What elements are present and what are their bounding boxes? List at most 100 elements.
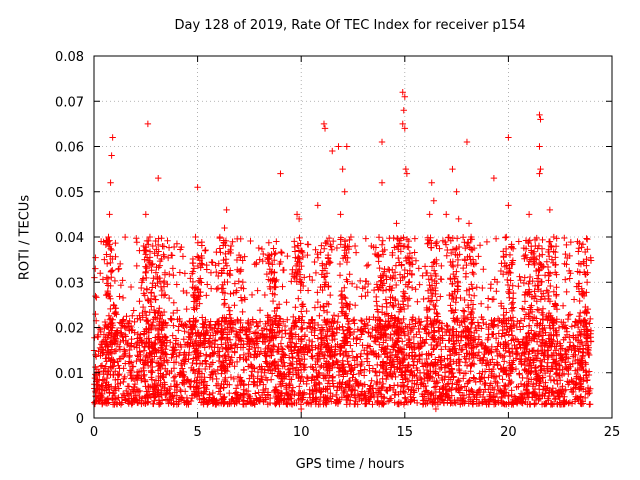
data-point [312, 246, 319, 253]
data-point [574, 283, 582, 290]
data-point [343, 143, 350, 150]
data-point [379, 362, 386, 369]
chart-title: Day 128 of 2019, Rate Of TEC Index for r… [174, 18, 526, 33]
data-point [162, 291, 169, 298]
data-point [181, 388, 189, 395]
data-point [512, 345, 520, 353]
data-point [452, 299, 459, 306]
data-point [469, 269, 476, 276]
data-point [298, 308, 305, 315]
data-point [279, 318, 287, 325]
data-point [544, 359, 551, 366]
data-point [410, 358, 418, 365]
data-point [297, 361, 304, 368]
data-point [572, 318, 580, 326]
data-point [157, 387, 165, 394]
data-point [562, 250, 569, 258]
data-point [127, 283, 135, 291]
data-point [320, 120, 328, 128]
data-point [162, 333, 170, 341]
data-point [254, 287, 261, 294]
data-point [262, 385, 269, 392]
data-point [359, 285, 366, 292]
data-point [263, 353, 270, 360]
data-point [97, 328, 104, 336]
data-point [566, 379, 573, 386]
data-point [411, 249, 418, 256]
data-point [203, 352, 210, 360]
data-point [474, 319, 482, 326]
data-point [183, 289, 190, 297]
data-point [375, 234, 383, 241]
data-point [97, 270, 104, 277]
data-point [443, 211, 450, 218]
data-point [375, 258, 382, 265]
data-point [435, 354, 443, 361]
data-point [443, 322, 450, 329]
data-point [550, 233, 557, 241]
data-point [150, 391, 157, 398]
data-point [508, 332, 516, 339]
data-point [366, 362, 373, 369]
data-point [307, 400, 315, 408]
data-point [382, 375, 390, 383]
data-point [517, 326, 524, 333]
data-point [437, 293, 444, 300]
data-point [107, 268, 115, 276]
data-point [545, 353, 552, 361]
data-point [426, 211, 433, 218]
data-point [328, 344, 335, 351]
data-point [523, 393, 531, 401]
data-point [366, 367, 373, 375]
data-point [330, 330, 337, 337]
data-point [442, 241, 450, 248]
data-point [191, 369, 199, 377]
data-point [536, 252, 543, 260]
data-point [447, 400, 454, 407]
data-point [347, 387, 355, 395]
data-point [258, 372, 265, 380]
data-point [267, 346, 275, 354]
y-tick-label: 0.02 [55, 322, 84, 337]
data-point [187, 378, 195, 385]
data-point [327, 291, 334, 299]
data-point [154, 333, 162, 340]
data-point [122, 350, 129, 357]
data-point [92, 265, 99, 272]
data-point [501, 383, 509, 390]
data-point [221, 224, 228, 232]
data-point [215, 321, 223, 328]
data-point [421, 375, 428, 382]
data-point [489, 356, 496, 363]
data-point [423, 387, 430, 394]
data-point [487, 359, 494, 366]
data-point [348, 348, 356, 355]
data-point [440, 390, 447, 397]
data-point [150, 340, 158, 347]
data-point [555, 361, 563, 369]
data-point [314, 321, 322, 329]
data-point [201, 247, 209, 254]
data-point [567, 238, 575, 246]
data-point [252, 261, 260, 268]
data-point [313, 374, 321, 381]
data-point [386, 384, 393, 391]
data-point [173, 240, 181, 247]
data-point [579, 241, 587, 248]
data-point [487, 380, 495, 387]
data-point [336, 365, 344, 372]
data-point [231, 363, 238, 370]
data-point [328, 246, 336, 253]
data-point [492, 335, 500, 342]
data-point [149, 242, 156, 250]
data-point [554, 338, 561, 346]
data-point [131, 329, 138, 336]
data-point [166, 270, 173, 278]
data-point [492, 400, 499, 408]
data-point [264, 376, 271, 384]
data-point [349, 354, 357, 361]
data-point [459, 264, 467, 272]
data-point [496, 350, 503, 358]
data-point [379, 303, 386, 310]
data-point [92, 254, 99, 261]
